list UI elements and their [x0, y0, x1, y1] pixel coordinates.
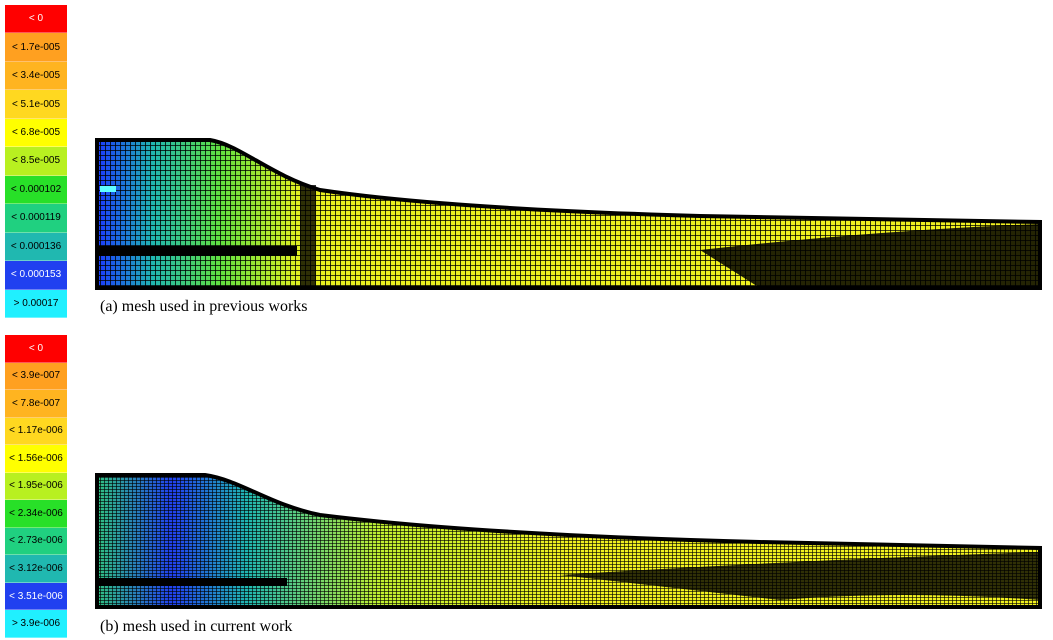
legend-entry: < 7.8e-007 — [5, 390, 67, 418]
legend-entry: < 0.000119 — [5, 204, 67, 232]
caption: (b) mesh used in current work — [100, 618, 292, 636]
legend-entry: < 1.56e-006 — [5, 445, 67, 473]
legend-entry: < 0.000102 — [5, 176, 67, 204]
mesh-figure — [0, 0, 1053, 640]
legend-entry: < 1.7e-005 — [5, 33, 67, 61]
legend: < 0< 3.9e-007< 7.8e-007< 1.17e-006< 1.56… — [5, 335, 67, 638]
legend-entry: < 0 — [5, 5, 67, 33]
legend-entry: < 5.1e-005 — [5, 90, 67, 118]
legend-entry: < 0.000153 — [5, 261, 67, 289]
legend: < 0< 1.7e-005< 3.4e-005< 5.1e-005< 6.8e-… — [5, 5, 67, 318]
legend-entry: > 3.9e-006 — [5, 610, 67, 638]
legend-entry: < 2.34e-006 — [5, 500, 67, 528]
legend-entry: < 3.12e-006 — [5, 555, 67, 583]
legend-entry: < 0.000136 — [5, 233, 67, 261]
legend-entry: < 1.17e-006 — [5, 418, 67, 446]
legend-entry: < 2.73e-006 — [5, 528, 67, 556]
legend-entry: < 3.4e-005 — [5, 62, 67, 90]
legend-entry: > 0.00017 — [5, 290, 67, 318]
legend-entry: < 3.51e-006 — [5, 583, 67, 611]
page: {"panels": [ {"legend": [ {"label": "< 0… — [0, 0, 1053, 640]
legend-entry: < 3.9e-007 — [5, 363, 67, 391]
mesh-a — [97, 140, 1040, 288]
legend-entry: < 1.95e-006 — [5, 473, 67, 501]
legend-entry: < 0 — [5, 335, 67, 363]
legend-entry: < 6.8e-005 — [5, 119, 67, 147]
mesh-b — [97, 475, 1040, 607]
caption: (a) mesh used in previous works — [100, 298, 308, 316]
legend-entry: < 8.5e-005 — [5, 147, 67, 175]
